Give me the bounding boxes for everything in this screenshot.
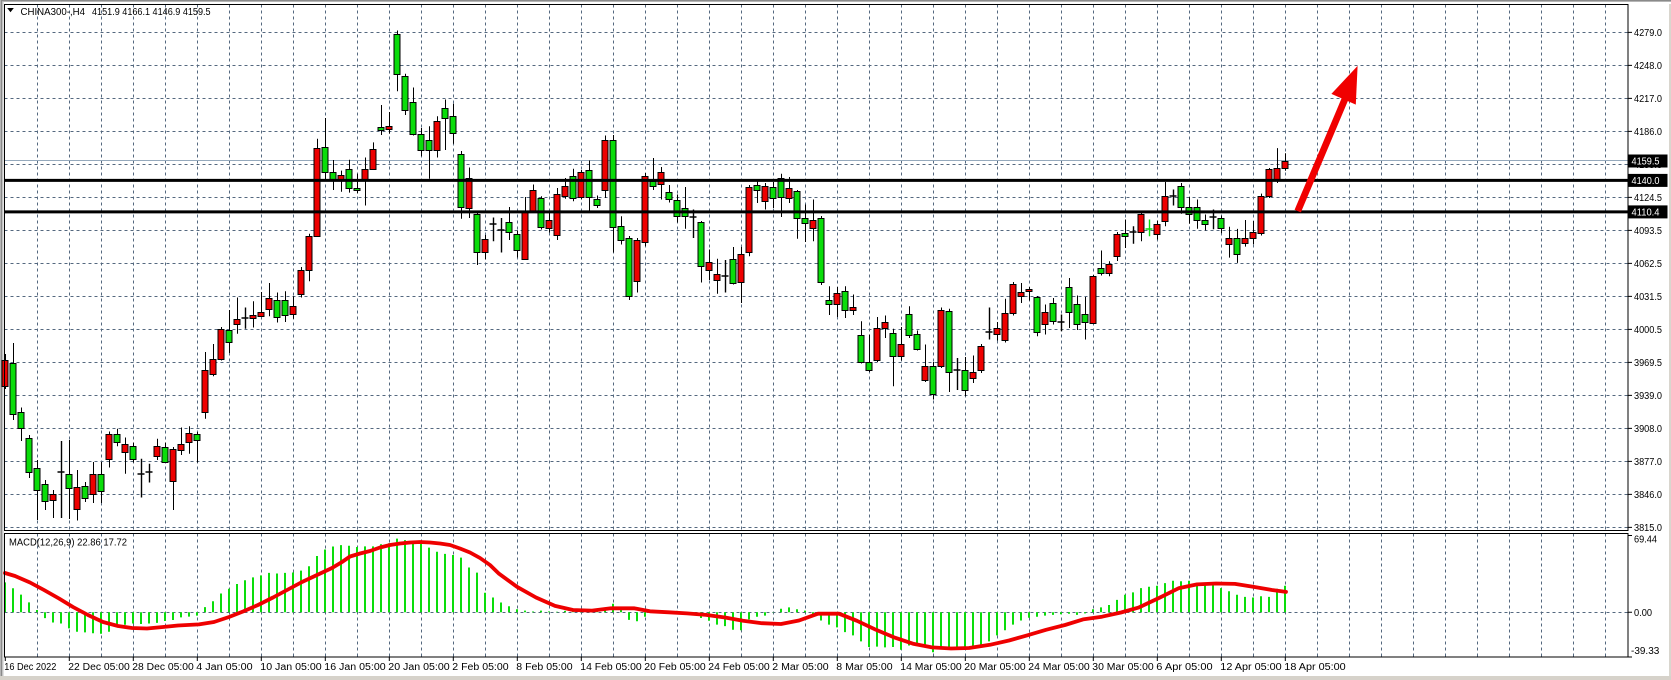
svg-text:16 Dec 2022: 16 Dec 2022 [4,662,56,673]
svg-text:4031.5: 4031.5 [1634,292,1662,303]
svg-text:28 Dec 05:00: 28 Dec 05:00 [132,662,194,673]
svg-text:4093.5: 4093.5 [1634,226,1662,237]
svg-text:4279.0: 4279.0 [1634,28,1662,39]
svg-text:14 Feb 05:00: 14 Feb 05:00 [580,662,642,673]
svg-text:4186.0: 4186.0 [1634,127,1662,138]
svg-text:18 Apr 05:00: 18 Apr 05:00 [1284,662,1346,673]
svg-text:10 Jan 05:00: 10 Jan 05:00 [260,662,322,673]
svg-text:20 Feb 05:00: 20 Feb 05:00 [644,662,706,673]
svg-text:4217.0: 4217.0 [1634,94,1662,105]
svg-text:14 Mar 05:00: 14 Mar 05:00 [900,662,962,673]
svg-text:4 Jan 05:00: 4 Jan 05:00 [196,662,253,673]
svg-text:4151.9 4166.1 4146.9 4159.5: 4151.9 4166.1 4146.9 4159.5 [92,7,211,18]
svg-text:20 Jan 05:00: 20 Jan 05:00 [388,662,450,673]
svg-text:4000.5: 4000.5 [1634,325,1662,336]
svg-text:4124.5: 4124.5 [1634,193,1662,204]
svg-text:12 Apr 05:00: 12 Apr 05:00 [1220,662,1282,673]
svg-text:2 Mar 05:00: 2 Mar 05:00 [772,662,829,673]
svg-text:3908.0: 3908.0 [1634,424,1662,435]
svg-text:MACD(12,26,9) 22.86 17.72: MACD(12,26,9) 22.86 17.72 [9,538,127,549]
svg-text:69.44: 69.44 [1634,534,1657,545]
svg-text:3877.0: 3877.0 [1634,457,1662,468]
svg-text:4140.0: 4140.0 [1632,176,1660,187]
svg-text:4062.5: 4062.5 [1634,259,1662,270]
svg-text:20 Mar 05:00: 20 Mar 05:00 [964,662,1026,673]
svg-text:24 Mar 05:00: 24 Mar 05:00 [1028,662,1090,673]
svg-text:16 Jan 05:00: 16 Jan 05:00 [324,662,386,673]
svg-text:6 Apr 05:00: 6 Apr 05:00 [1156,662,1213,673]
svg-text:CHINA300-,H4: CHINA300-,H4 [21,7,86,18]
svg-text:3846.0: 3846.0 [1634,490,1662,501]
svg-text:3815.0: 3815.0 [1634,523,1662,534]
svg-text:4159.5: 4159.5 [1632,157,1660,168]
svg-text:2 Feb 05:00: 2 Feb 05:00 [452,662,509,673]
svg-text:8 Mar 05:00: 8 Mar 05:00 [836,662,893,673]
svg-text:0.00: 0.00 [1634,608,1652,619]
svg-text:-39.33: -39.33 [1631,646,1660,657]
svg-text:8 Feb 05:00: 8 Feb 05:00 [516,662,573,673]
svg-text:4110.4: 4110.4 [1632,208,1660,219]
svg-text:30 Mar 05:00: 30 Mar 05:00 [1092,662,1154,673]
svg-text:3939.0: 3939.0 [1634,391,1662,402]
svg-text:22 Dec 05:00: 22 Dec 05:00 [68,662,130,673]
svg-text:4248.0: 4248.0 [1634,61,1662,72]
svg-text:3969.5: 3969.5 [1634,358,1662,369]
svg-text:24 Feb 05:00: 24 Feb 05:00 [708,662,770,673]
